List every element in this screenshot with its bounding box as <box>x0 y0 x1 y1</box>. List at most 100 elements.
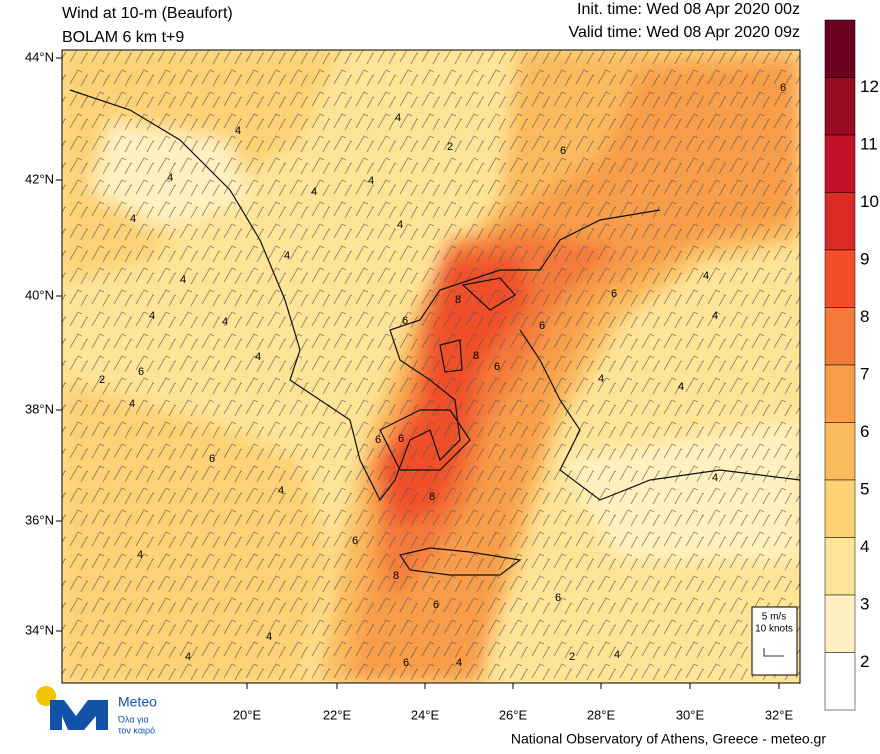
logo-name: Meteo <box>118 694 157 710</box>
lat-label: 34°N <box>25 622 54 637</box>
contour-label: 6 <box>494 361 500 373</box>
colorbar-label: 7 <box>860 364 869 383</box>
colorbar-label: 2 <box>860 652 869 671</box>
contour-label: 4 <box>284 250 290 262</box>
map-field <box>62 50 800 683</box>
logo-slogan: Όλα για <box>117 714 149 724</box>
colorbar-label: 11 <box>860 134 878 153</box>
colorbar-label: 9 <box>860 249 869 268</box>
contour-label: 6 <box>398 433 404 445</box>
colorbar-segment <box>824 479 856 538</box>
colorbar-label: 3 <box>860 594 869 613</box>
contour-label: 4 <box>712 310 718 322</box>
colorbar-label: 5 <box>860 479 869 498</box>
contour-label: 6 <box>375 434 381 446</box>
contour-label: 2 <box>99 374 105 386</box>
colorbar-label: 10 <box>860 192 879 211</box>
lat-label: 38°N <box>25 401 54 416</box>
contour-label: 4 <box>149 310 155 322</box>
contour-label: 6 <box>555 592 561 604</box>
contour-label: 4 <box>255 351 261 363</box>
colorbar-segment <box>824 594 856 653</box>
contour-label: 6 <box>780 82 786 94</box>
map-title: Wind at 10-m (Beaufort) <box>62 5 233 22</box>
colorbar-segment <box>824 249 856 308</box>
contour-label: 6 <box>539 320 545 332</box>
contour-label: 4 <box>130 213 136 225</box>
barb-legend-box <box>751 606 798 676</box>
colorbar-segment <box>824 364 856 423</box>
logo-slogan: τον καιρό <box>118 725 155 735</box>
colorbar-segment <box>824 652 856 711</box>
contour-label: 4 <box>598 373 604 385</box>
contour-label: 4 <box>167 172 173 184</box>
contour-label: 6 <box>611 288 617 300</box>
contour-label: 8 <box>473 350 479 362</box>
contour-label: 2 <box>447 141 453 153</box>
contour-label: 2 <box>569 651 575 663</box>
barb-legend-knots: 10 knots <box>755 624 793 635</box>
contour-label: 4 <box>678 381 684 393</box>
colorbar-label: 4 <box>860 537 869 556</box>
contour-label: 4 <box>278 485 284 497</box>
contour-label: 8 <box>429 491 435 503</box>
contour-label: 6 <box>138 366 144 378</box>
map-subtitle: BOLAM 6 km t+9 <box>62 29 184 46</box>
init-time: Init. time: Wed 08 Apr 2020 00z <box>577 1 800 18</box>
lon-label: 32°E <box>765 707 794 722</box>
lon-label: 30°E <box>676 707 705 722</box>
colorbar-label: 8 <box>860 307 869 326</box>
valid-time: Valid time: Wed 08 Apr 2020 09z <box>568 24 800 41</box>
contour-label: 4 <box>368 175 374 187</box>
logo: Meteo Όλα για τον καιρό <box>36 686 157 735</box>
colorbar-segment <box>824 307 856 366</box>
lon-label: 20°E <box>233 707 262 722</box>
contour-label: 4 <box>222 316 228 328</box>
contour-label: 8 <box>455 294 461 306</box>
contour-label: 4 <box>397 219 403 231</box>
lon-label: 24°E <box>411 707 440 722</box>
contour-label: 4 <box>395 112 401 124</box>
contour-label: 6 <box>352 535 358 547</box>
contour-label: 6 <box>403 657 409 669</box>
wind-barbs <box>62 50 800 683</box>
contour-label: 4 <box>235 125 241 137</box>
colorbar-segment <box>824 537 856 596</box>
contour-label: 4 <box>456 657 462 669</box>
contour-label: 8 <box>393 570 399 582</box>
contour-label: 4 <box>180 274 186 286</box>
lat-label: 36°N <box>25 512 54 527</box>
lat-label: 42°N <box>25 171 54 186</box>
colorbar-segment <box>824 192 856 251</box>
contour-label: 6 <box>209 453 215 465</box>
contour-label: 6 <box>402 315 408 327</box>
contour-label: 4 <box>712 472 718 484</box>
lon-label: 22°E <box>323 707 352 722</box>
colorbar-segment <box>824 77 856 136</box>
colorbar-segment <box>824 19 856 78</box>
contour-label: 4 <box>703 270 709 282</box>
contour-label: 4 <box>137 549 143 561</box>
contour-label: 4 <box>311 186 317 198</box>
contour-label: 6 <box>560 145 566 157</box>
logo-mark <box>50 700 108 730</box>
contour-label: 6 <box>433 599 439 611</box>
lon-label: 28°E <box>587 707 616 722</box>
colorbar-segment <box>824 422 856 481</box>
colorbar-label: 12 <box>860 77 879 96</box>
barb-legend-speed: 5 m/s <box>762 612 786 623</box>
lat-label: 44°N <box>25 49 54 64</box>
lat-label: 40°N <box>25 287 54 302</box>
colorbar-segment <box>824 134 856 193</box>
contour-label: 4 <box>185 651 191 663</box>
lon-label: 26°E <box>499 707 528 722</box>
contour-label: 4 <box>614 649 620 661</box>
contour-label: 4 <box>129 398 135 410</box>
map-frame <box>61 49 801 684</box>
contour-label: 4 <box>266 631 272 643</box>
colorbar-label: 6 <box>860 422 869 441</box>
footer-credit: National Observatory of Athens, Greece -… <box>511 731 826 747</box>
coastlines <box>69 89 800 576</box>
barb-legend-symbol <box>763 648 784 657</box>
